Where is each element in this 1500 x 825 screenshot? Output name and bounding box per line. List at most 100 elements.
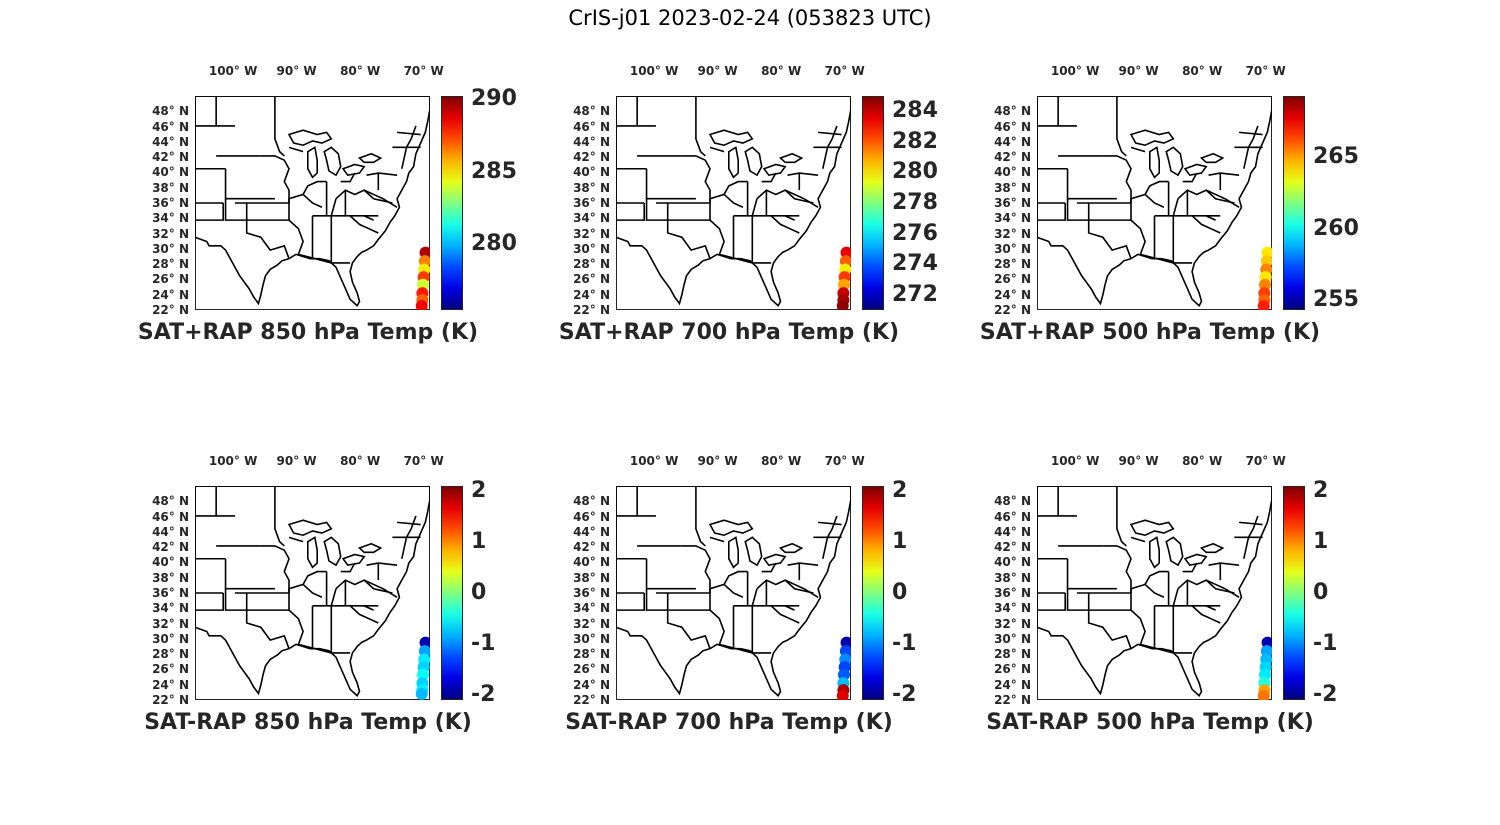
lake-outline	[1166, 147, 1182, 175]
colorbar	[441, 486, 463, 700]
lat-tick-label: 32° N	[994, 616, 1031, 631]
lat-tick-label: 38° N	[573, 180, 610, 195]
observation-point	[415, 300, 428, 310]
lake-outline	[308, 147, 317, 177]
state-border	[1206, 606, 1215, 610]
lat-tick-label: 34° N	[994, 601, 1031, 616]
state-border	[682, 156, 710, 203]
state-border	[383, 589, 397, 598]
state-border	[1117, 486, 1126, 546]
us-basemap	[1037, 96, 1272, 306]
state-border	[1183, 173, 1197, 182]
lat-tick-label: 36° N	[994, 196, 1031, 210]
lat-tick-label: 22° N	[152, 303, 189, 317]
lat-tick-label: 48° N	[152, 104, 189, 119]
lake-outline	[1150, 537, 1159, 567]
colorbar-tick-label: -1	[1313, 630, 1338, 656]
state-border	[1173, 199, 1178, 216]
state-border	[341, 173, 355, 182]
state-border	[762, 563, 776, 572]
lon-tick-label: 90° W	[276, 64, 317, 78]
lake-outline	[289, 520, 331, 535]
state-border	[710, 537, 724, 541]
state-border	[397, 522, 421, 524]
state-border	[341, 563, 355, 572]
lon-tick-label: 100° W	[629, 64, 679, 78]
lake-outline	[745, 147, 761, 175]
state-border	[1068, 199, 1131, 220]
lat-tick-label: 44° N	[994, 134, 1031, 149]
lake-outline	[1131, 130, 1173, 145]
panel-title: SAT-RAP 700 hPa Temp (K)	[565, 710, 893, 735]
state-border	[331, 199, 336, 216]
state-border	[1209, 563, 1240, 565]
lake-outline	[1150, 147, 1159, 177]
colorbar-tick-label: 276	[892, 220, 938, 246]
map-panel-1	[195, 96, 430, 310]
lat-tick-label: 36° N	[152, 586, 189, 600]
panel-title: SAT-RAP 850 hPa Temp (K)	[144, 710, 472, 735]
state-border	[402, 126, 416, 169]
state-border	[289, 220, 303, 254]
state-border	[1103, 156, 1131, 203]
lat-tick-label: 22° N	[573, 303, 610, 317]
state-border	[804, 589, 818, 598]
lat-tick-label: 44° N	[573, 524, 610, 539]
state-border	[289, 147, 303, 151]
state-border	[1131, 147, 1145, 151]
colorbar-tick-label: 290	[471, 85, 517, 111]
state-border	[616, 203, 644, 220]
country-outline	[195, 486, 430, 696]
state-border	[818, 132, 842, 134]
lake-outline	[324, 147, 340, 175]
state-border	[303, 584, 322, 597]
lat-tick-label: 48° N	[994, 494, 1031, 509]
state-border	[331, 589, 336, 606]
state-border	[1131, 610, 1145, 644]
country-outline	[1037, 96, 1272, 306]
colorbar	[441, 96, 463, 310]
lat-tick-label: 46° N	[152, 509, 189, 524]
colorbar-tick-label: 0	[1313, 580, 1329, 605]
state-border	[367, 563, 398, 565]
state-border	[719, 254, 771, 263]
state-border	[336, 190, 383, 199]
lat-tick-label: 48° N	[573, 104, 610, 119]
lon-tick-label: 70° W	[1245, 64, 1286, 78]
state-border	[710, 610, 724, 644]
lake-outline	[1202, 544, 1223, 553]
lake-outline	[729, 147, 738, 177]
lon-tick-label: 70° W	[824, 454, 865, 468]
map-panel-4	[195, 486, 430, 700]
colorbar-tick-label: 280	[892, 159, 938, 185]
lat-tick-label: 30° N	[994, 241, 1031, 256]
state-border	[1089, 593, 1131, 649]
country-outline	[1037, 486, 1272, 696]
us-basemap	[1037, 486, 1272, 696]
state-border	[247, 203, 289, 259]
lat-tick-label: 24° N	[994, 287, 1031, 302]
state-border	[616, 593, 644, 610]
state-border	[364, 216, 373, 220]
lon-tick-label: 80° W	[761, 64, 802, 78]
observation-point	[1257, 300, 1270, 310]
lat-tick-label: 26° N	[152, 662, 189, 677]
lat-tick-label: 32° N	[994, 226, 1031, 241]
us-basemap	[616, 96, 851, 306]
lon-tick-label: 100° W	[208, 454, 258, 468]
state-border	[275, 486, 284, 546]
lat-tick-label: 36° N	[152, 196, 189, 210]
figure-title: CrIS-j01 2023-02-24 (053823 UTC)	[568, 6, 932, 30]
state-border	[350, 216, 378, 233]
lat-tick-label: 44° N	[573, 134, 610, 149]
lat-tick-label: 48° N	[152, 494, 189, 509]
state-border	[1089, 203, 1131, 259]
state-border	[752, 589, 757, 606]
state-border	[1225, 199, 1239, 208]
lon-tick-label: 100° W	[1050, 64, 1100, 78]
state-border	[696, 486, 705, 546]
state-border	[1145, 194, 1164, 207]
state-border	[364, 190, 392, 203]
state-border	[1117, 96, 1126, 156]
lake-outline	[710, 130, 752, 145]
